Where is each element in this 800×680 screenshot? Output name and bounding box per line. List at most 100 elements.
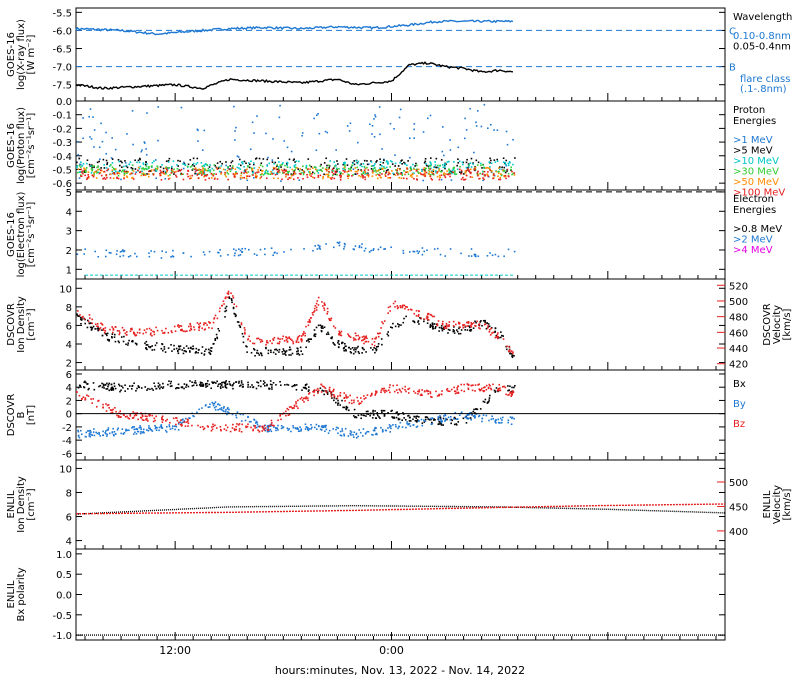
scatter-point bbox=[442, 417, 445, 420]
scatter-point bbox=[162, 170, 165, 173]
scatter-point bbox=[369, 395, 372, 397]
scatter-point bbox=[210, 177, 213, 179]
scatter-point bbox=[375, 171, 377, 173]
scatter-point bbox=[338, 333, 340, 336]
scatter-point bbox=[173, 325, 176, 328]
scatter-point bbox=[285, 162, 288, 165]
scatter-point bbox=[92, 431, 95, 433]
scatter-point bbox=[357, 334, 359, 337]
scatter-point bbox=[241, 162, 244, 165]
scatter-point bbox=[217, 408, 219, 411]
scatter-point bbox=[191, 348, 194, 350]
scatter-point bbox=[212, 425, 215, 428]
scatter-point bbox=[182, 418, 184, 421]
scatter-point bbox=[87, 388, 90, 391]
scatter-point bbox=[183, 383, 186, 385]
scatter-point bbox=[149, 170, 151, 172]
scatter-point bbox=[111, 137, 113, 139]
scatter-point bbox=[132, 143, 134, 146]
scatter-point bbox=[458, 168, 461, 171]
scatter-point bbox=[233, 312, 236, 315]
scatter-point bbox=[491, 170, 493, 172]
scatter-point bbox=[117, 340, 120, 343]
scatter-point bbox=[463, 178, 466, 181]
scatter-point bbox=[272, 426, 275, 428]
scatter-point bbox=[332, 170, 334, 172]
scatter-point bbox=[389, 176, 392, 179]
scatter-point bbox=[121, 169, 124, 172]
scatter-point bbox=[446, 161, 449, 163]
scatter-point bbox=[462, 176, 464, 179]
scatter-point bbox=[80, 161, 82, 164]
scatter-point bbox=[92, 398, 94, 400]
legend-entry: >4 MeV bbox=[733, 245, 773, 256]
scatter-point bbox=[275, 427, 277, 430]
scatter-point bbox=[372, 165, 374, 167]
scatter-point bbox=[158, 426, 161, 429]
y-tick-label: 2 bbox=[66, 396, 72, 407]
scatter-point bbox=[232, 423, 234, 426]
scatter-point bbox=[230, 161, 233, 164]
scatter-point bbox=[271, 384, 273, 386]
scatter-point bbox=[173, 173, 175, 175]
scatter-point bbox=[307, 426, 309, 429]
scatter-point bbox=[458, 327, 460, 330]
scatter-point bbox=[118, 416, 120, 418]
scatter-point bbox=[106, 332, 109, 335]
scatter-point bbox=[305, 164, 308, 167]
scatter-point bbox=[109, 409, 112, 411]
scatter-point bbox=[387, 312, 389, 314]
scatter-point bbox=[357, 160, 360, 163]
scatter-point bbox=[415, 314, 418, 317]
scatter-point bbox=[448, 325, 450, 328]
scatter-point bbox=[84, 380, 86, 383]
scatter-point bbox=[178, 326, 180, 329]
scatter-point bbox=[244, 419, 247, 422]
scatter-point bbox=[244, 329, 246, 331]
scatter-point bbox=[488, 161, 490, 163]
scatter-point bbox=[267, 425, 270, 427]
scatter-point bbox=[473, 253, 476, 256]
scatter-point bbox=[131, 110, 134, 112]
scatter-point bbox=[343, 161, 346, 164]
scatter-point bbox=[100, 167, 102, 169]
scatter-point bbox=[466, 329, 469, 331]
scatter-point bbox=[334, 170, 337, 173]
scatter-point bbox=[332, 325, 335, 328]
scatter-point bbox=[437, 419, 440, 421]
scatter-point bbox=[92, 116, 94, 118]
scatter-point bbox=[345, 407, 348, 409]
scatter-point bbox=[202, 251, 205, 253]
scatter-point bbox=[380, 409, 383, 412]
y-tick-label: 6 bbox=[66, 321, 72, 332]
scatter-point bbox=[425, 317, 428, 319]
scatter-point bbox=[373, 170, 375, 172]
scatter-point bbox=[241, 251, 244, 253]
scatter-point bbox=[371, 343, 373, 346]
scatter-point bbox=[235, 126, 237, 129]
scatter-point bbox=[463, 383, 465, 386]
scatter-point bbox=[263, 427, 266, 430]
scatter-point bbox=[436, 323, 439, 325]
scatter-point bbox=[169, 174, 171, 176]
scatter-point bbox=[410, 309, 413, 311]
scatter-point bbox=[104, 383, 107, 386]
scatter-point bbox=[172, 249, 174, 252]
scatter-point bbox=[252, 171, 255, 174]
scatter-point bbox=[236, 321, 239, 323]
scatter-point bbox=[211, 401, 214, 404]
scatter-point bbox=[319, 165, 322, 168]
scatter-point bbox=[323, 307, 325, 310]
scatter-point bbox=[238, 324, 241, 327]
scatter-point bbox=[224, 385, 227, 387]
scatter-point bbox=[507, 164, 510, 167]
scatter-point bbox=[238, 423, 241, 425]
scatter-point bbox=[383, 170, 385, 173]
scatter-point bbox=[482, 177, 484, 179]
scatter-point bbox=[258, 430, 261, 433]
scatter-point bbox=[291, 168, 294, 171]
scatter-point bbox=[85, 171, 87, 173]
scatter-point bbox=[142, 430, 145, 433]
scatter-point bbox=[227, 254, 229, 256]
scatter-point bbox=[429, 175, 432, 177]
